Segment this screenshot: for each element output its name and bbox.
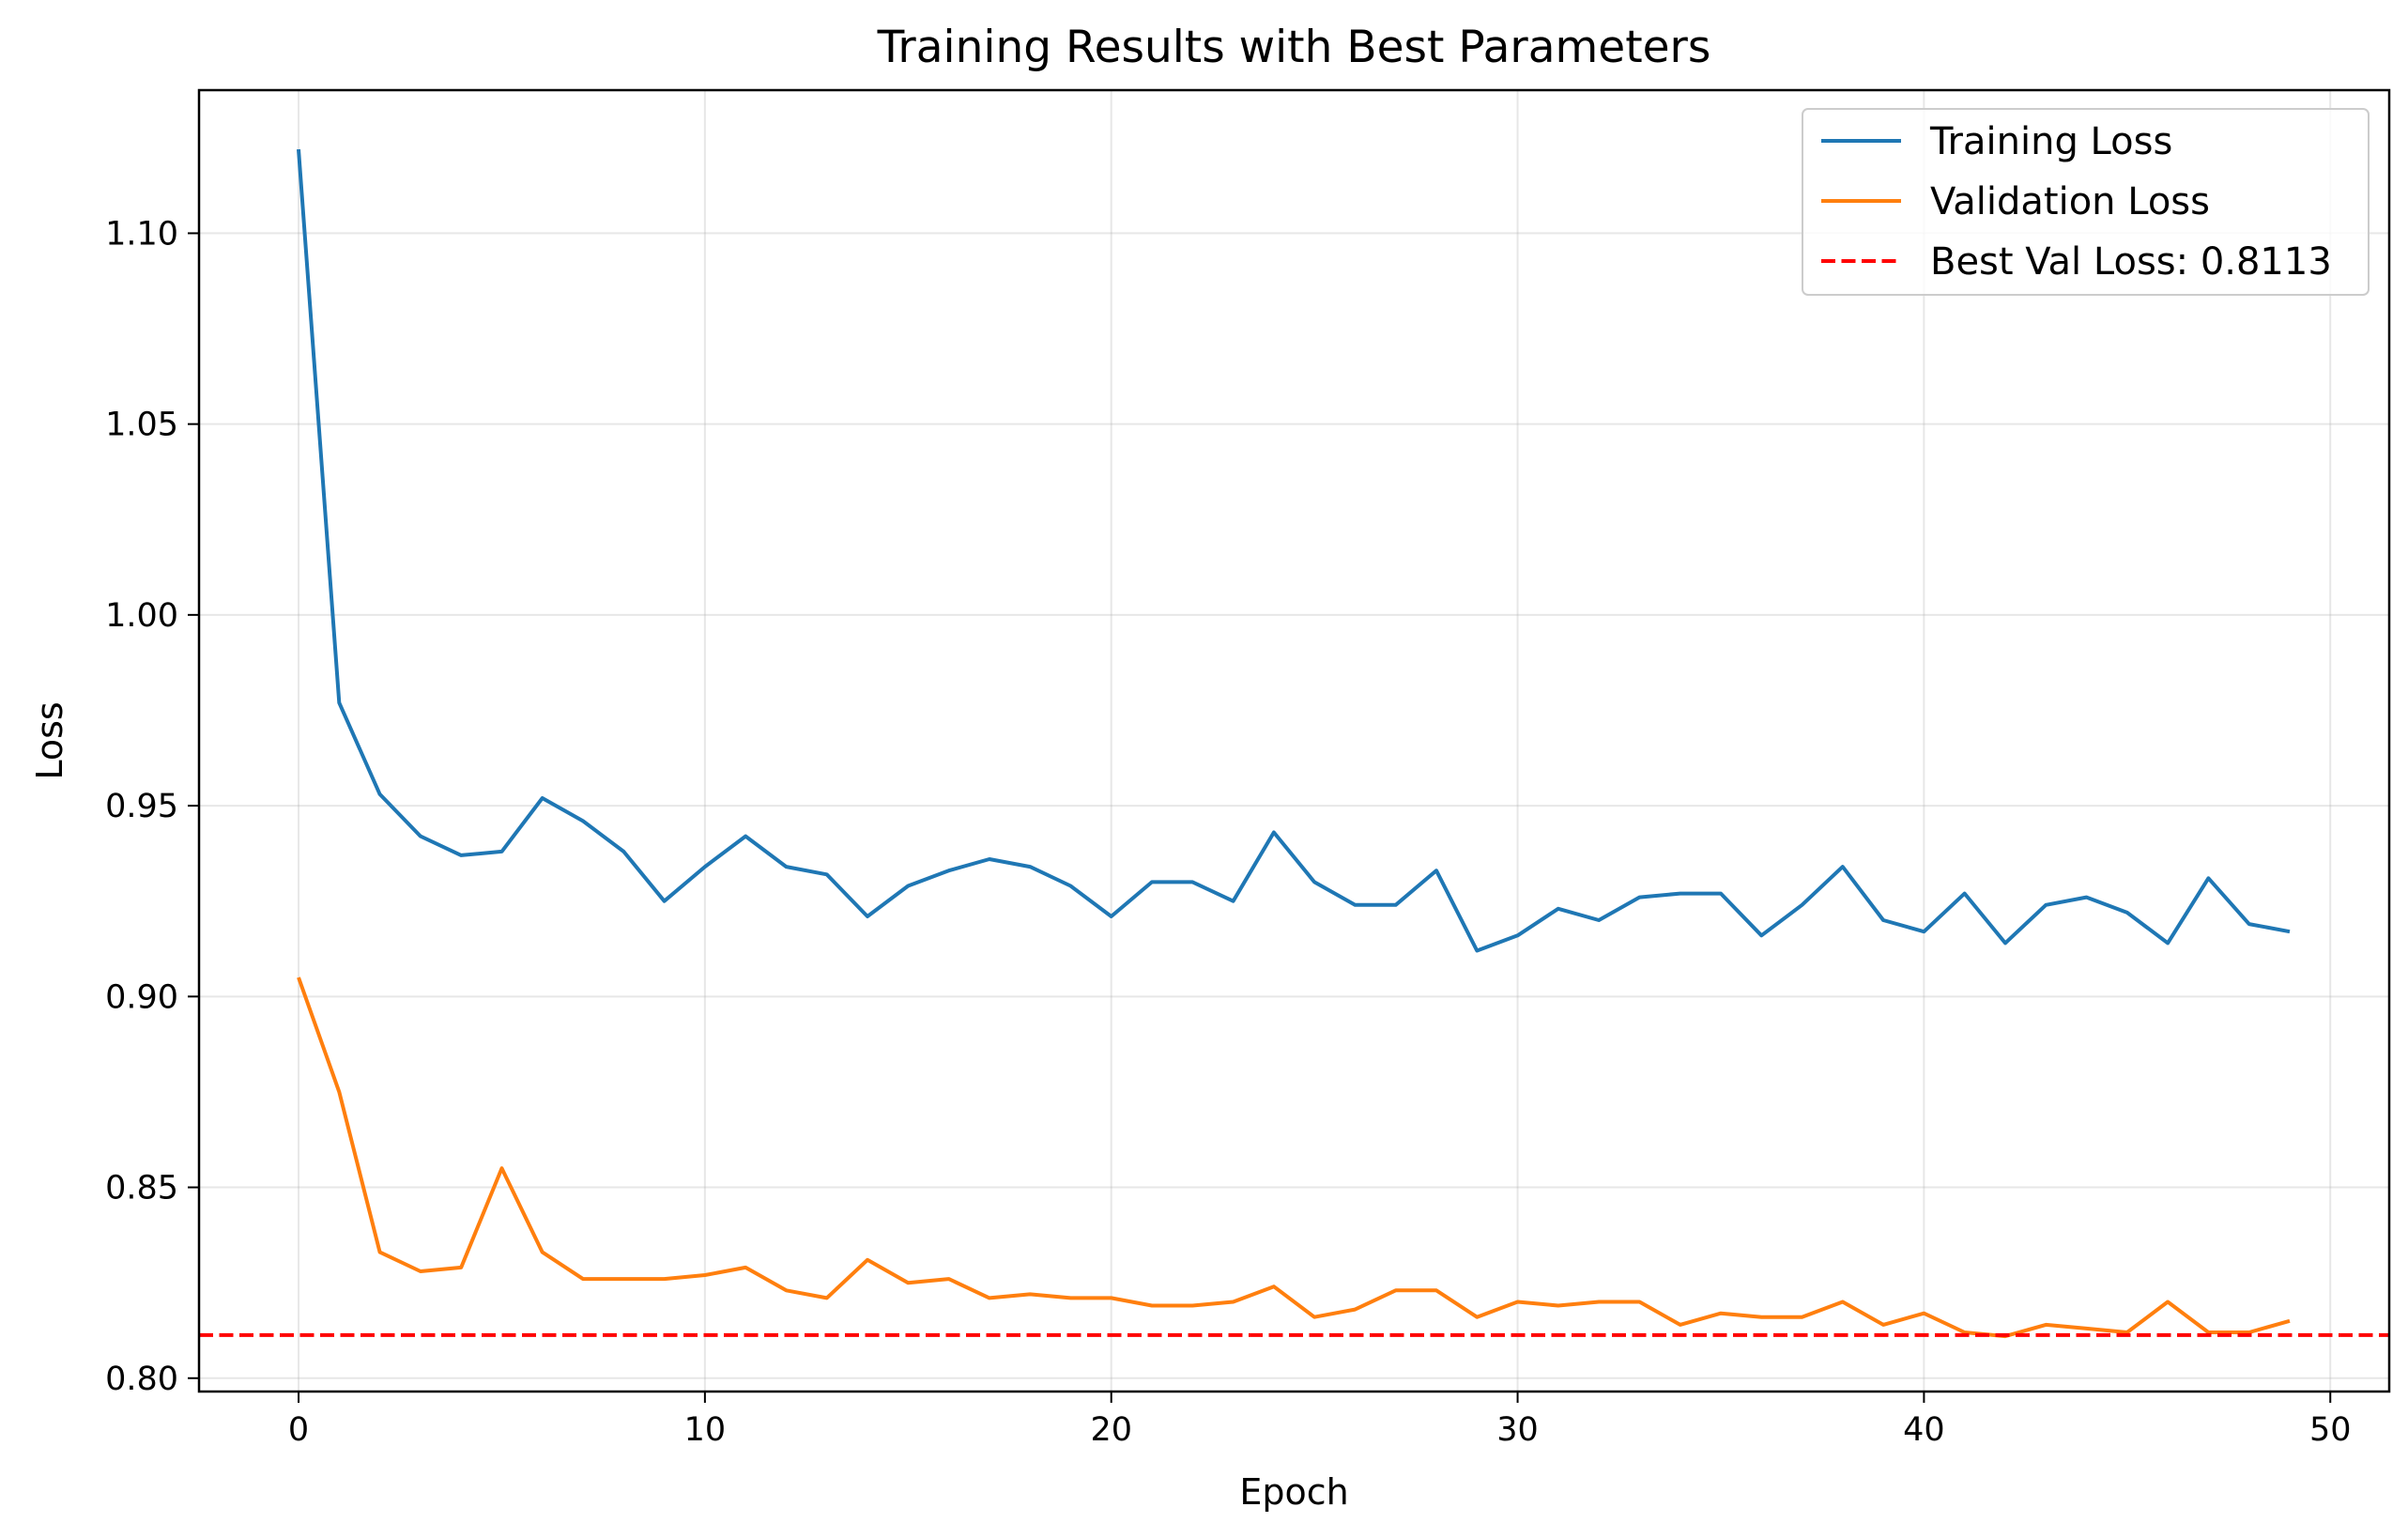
y-tick-label: 0.95 bbox=[105, 788, 178, 825]
validation-loss-line bbox=[297, 977, 2291, 1339]
grid-lines bbox=[199, 90, 2389, 1392]
y-tick-label: 0.90 bbox=[105, 978, 178, 1016]
y-tick-label: 0.80 bbox=[105, 1361, 178, 1398]
training-loss-line bbox=[297, 148, 2291, 953]
y-tick-label: 1.00 bbox=[105, 597, 178, 635]
y-tick-label: 1.10 bbox=[105, 215, 178, 253]
axis-ticks: 0 10 20 30 40 50 0.80 0.85 0.90 0.95 1.00 1.05 1.10 bbox=[105, 215, 2351, 1449]
x-tick-label: 10 bbox=[684, 1411, 727, 1449]
x-tick-label: 40 bbox=[1903, 1411, 1945, 1449]
legend-label: Validation Loss bbox=[1930, 180, 2210, 223]
legend-label: Training Loss bbox=[1929, 120, 2172, 163]
legend-label: Best Val Loss: 0.8113 bbox=[1930, 240, 2332, 284]
plot-frame bbox=[197, 88, 2391, 1393]
y-tick-label: 0.85 bbox=[105, 1170, 178, 1207]
x-tick-label: 50 bbox=[2309, 1411, 2352, 1449]
x-tick-label: 20 bbox=[1090, 1411, 1132, 1449]
legend: Training Loss Validation Loss Best Val Los… bbox=[1802, 108, 2370, 296]
series-group bbox=[199, 148, 2389, 1339]
y-axis-label: Loss bbox=[29, 701, 70, 779]
chart-title: Training Results with Best Parameters bbox=[877, 22, 1711, 73]
x-tick-label: 30 bbox=[1496, 1411, 1539, 1449]
x-tick-label: 0 bbox=[288, 1411, 309, 1449]
x-axis-label: Epoch bbox=[1239, 1471, 1348, 1513]
y-tick-label: 1.05 bbox=[105, 407, 178, 444]
legend-box bbox=[1802, 108, 2370, 296]
